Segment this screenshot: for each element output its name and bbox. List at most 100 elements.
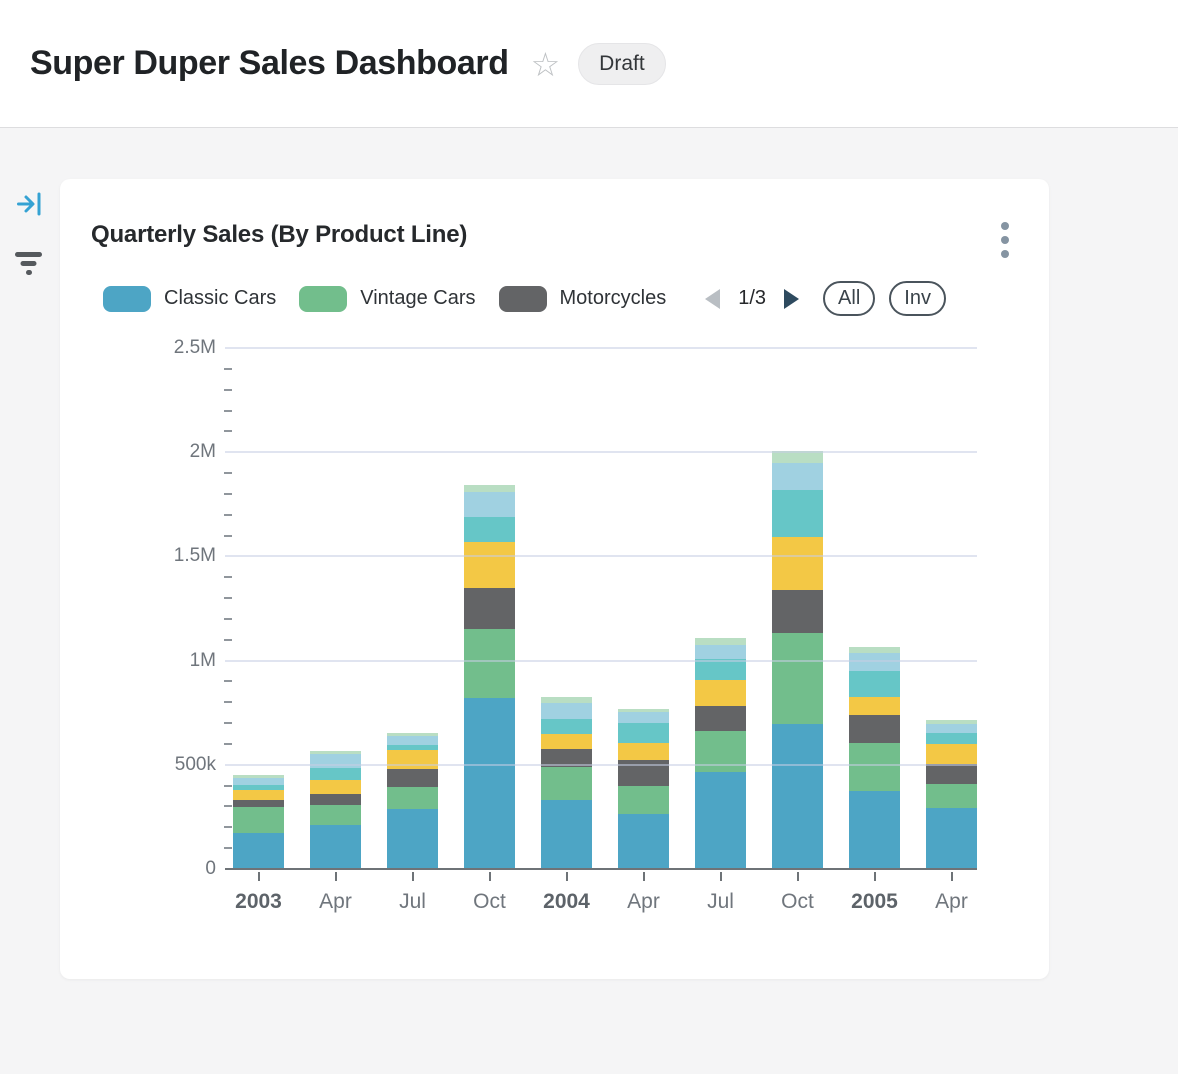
bar-oct-7[interactable]: Oct [772, 450, 823, 913]
bar-segment [926, 783, 977, 808]
bar-jul-6[interactable]: Jul [695, 637, 746, 913]
bar-segment [695, 730, 746, 772]
x-axis-label: 2004 [543, 890, 590, 913]
y-minor-tick [224, 805, 232, 808]
x-axis-tick [565, 872, 568, 881]
bar-segment [849, 791, 900, 869]
bar-segment [310, 805, 361, 825]
bar-segment [618, 722, 669, 743]
y-minor-tick [224, 409, 232, 412]
bar-segment [772, 463, 823, 490]
legend-prev-page-icon[interactable] [701, 286, 724, 312]
bar-apr-5[interactable]: Apr [618, 708, 669, 913]
x-axis-line [225, 868, 977, 870]
bar-segment [387, 786, 438, 810]
bar-jul-2[interactable]: Jul [387, 732, 438, 913]
bar-apr-9[interactable]: Apr [926, 720, 977, 913]
chart-title: Quarterly Sales (By Product Line) [91, 221, 468, 248]
y-axis-label: 0 [205, 858, 216, 879]
bar-segment [541, 749, 592, 767]
bar-segment [464, 587, 515, 630]
legend-invert-button[interactable]: Inv [889, 281, 946, 316]
bar-segment [695, 705, 746, 731]
legend-item-motorcycles[interactable]: Motorcycles [498, 285, 667, 312]
y-minor-tick [224, 367, 232, 370]
bar-segment [310, 794, 361, 806]
bar-segment [541, 702, 592, 719]
bar-segment [849, 646, 900, 654]
legend-item-classic-cars[interactable]: Classic Cars [103, 285, 276, 312]
y-minor-tick [224, 534, 232, 537]
x-axis-label: Oct [781, 890, 814, 913]
bar-segment [618, 708, 669, 713]
bar-segment [772, 489, 823, 537]
legend-label: Motorcycles [559, 287, 667, 309]
bar-segment [233, 789, 284, 801]
y-minor-tick [224, 784, 232, 787]
bar-segment [464, 698, 515, 869]
bar-segment [310, 824, 361, 869]
bar-segment [464, 629, 515, 699]
y-axis-label: 500k [174, 753, 216, 775]
x-axis-label: Apr [319, 890, 352, 913]
legend-swatch [299, 285, 348, 312]
kebab-menu-icon[interactable] [999, 220, 1009, 260]
x-axis-tick [488, 872, 491, 881]
expand-panel-icon[interactable] [16, 190, 44, 223]
bar-segment [849, 653, 900, 672]
bar-segment [618, 742, 669, 761]
bar-oct-3[interactable]: Oct [464, 485, 515, 913]
x-axis-tick [873, 872, 876, 881]
x-axis-label: 2005 [851, 890, 898, 913]
bar-segment [310, 767, 361, 781]
bar-segment [464, 491, 515, 518]
legend-item-vintage-cars[interactable]: Vintage Cars [299, 285, 476, 312]
page-header: Super Duper Sales Dashboard ☆ Draft [0, 0, 1178, 128]
y-axis-labels: 0 500k 1M 1.5M 2M 2.5M [60, 337, 216, 879]
x-axis-tick [257, 872, 260, 881]
bar-segment [926, 723, 977, 733]
bar-segment [387, 809, 438, 869]
bar-segment [387, 769, 438, 787]
bar-segment [541, 697, 592, 703]
bar-2004-4[interactable]: 2004 [541, 697, 592, 913]
legend-swatch [498, 285, 547, 312]
chart-card: Quarterly Sales (By Product Line) Classi… [60, 179, 1049, 979]
bar-segment [233, 807, 284, 834]
bar-2005-8[interactable]: 2005 [849, 646, 900, 913]
y-minor-tick [224, 513, 232, 516]
bar-segment [849, 742, 900, 792]
bar-segment [618, 786, 669, 814]
bar-segment [233, 777, 284, 785]
legend-swatch [103, 285, 151, 312]
y-minor-tick [224, 388, 232, 391]
bar-segment [233, 800, 284, 808]
bar-segment [926, 763, 977, 784]
page-title: Super Duper Sales Dashboard [30, 44, 509, 82]
legend-select-all-button[interactable]: All [823, 281, 876, 316]
filter-icon[interactable] [13, 245, 45, 284]
y-minor-tick [224, 680, 232, 683]
y-minor-tick [224, 617, 232, 620]
bar-segment [926, 744, 977, 764]
y-axis-label: 2.5M [173, 337, 216, 358]
x-axis-tick [796, 872, 799, 881]
bar-apr-1[interactable]: Apr [310, 751, 361, 913]
star-icon[interactable]: ☆ [530, 46, 561, 83]
legend-pager: 1/3 [701, 286, 803, 312]
bar-segment [926, 807, 977, 869]
x-axis-label: Jul [707, 890, 734, 913]
bar-segment [387, 732, 438, 737]
bar-segment [849, 697, 900, 716]
bar-segment [233, 784, 284, 790]
x-axis-tick [950, 872, 953, 881]
y-minor-tick [224, 492, 232, 495]
bar-segment [926, 720, 977, 724]
y-minor-tick [224, 472, 232, 475]
bar-2003-0[interactable]: 2003 [233, 775, 284, 913]
legend-page-indicator: 1/3 [738, 287, 767, 309]
bar-segment [387, 745, 438, 750]
bar-segment [233, 775, 284, 778]
legend-next-page-icon[interactable] [780, 286, 803, 312]
x-axis-tick [334, 872, 337, 881]
